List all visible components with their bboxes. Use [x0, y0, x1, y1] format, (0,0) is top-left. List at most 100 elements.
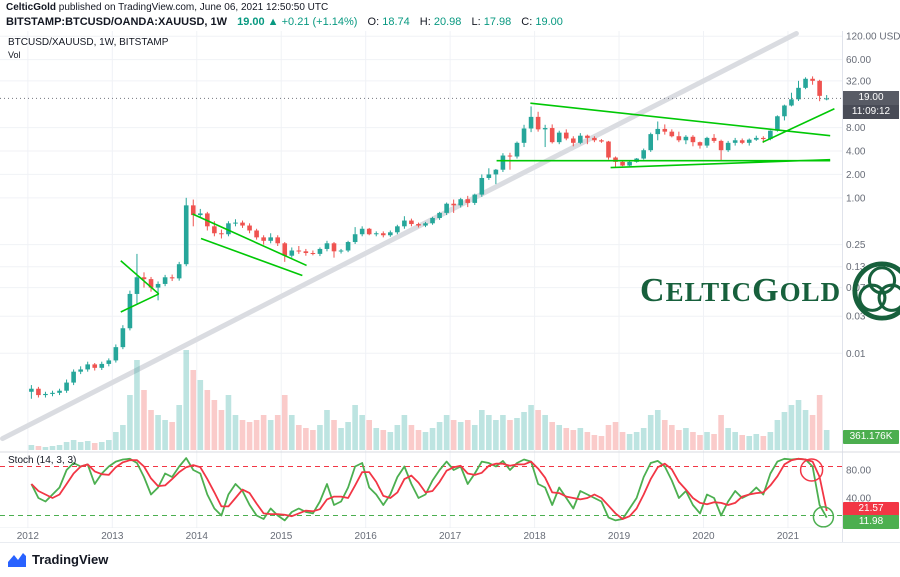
- volume-bar: [464, 420, 471, 450]
- published-text: published on TradingView.com, June 06, 2…: [56, 2, 329, 13]
- green-trendlines: [120, 102, 835, 313]
- volume-bar: [521, 412, 527, 450]
- candle-body: [162, 277, 168, 284]
- candle-body: [148, 279, 154, 288]
- candle-body: [50, 392, 55, 394]
- volume-bar: [267, 420, 274, 450]
- year-label: 2015: [270, 531, 293, 542]
- year-label: 2018: [523, 531, 546, 542]
- volume-bar: [739, 435, 746, 450]
- volume-bar: [774, 420, 781, 450]
- candle-body: [331, 243, 337, 252]
- candle-body: [190, 205, 196, 216]
- candle-body: [613, 157, 618, 162]
- candle-body: [500, 155, 506, 170]
- candle-body: [796, 87, 801, 100]
- volume-bar: [436, 422, 443, 450]
- volume-bar: [106, 440, 112, 450]
- candle-body: [120, 328, 126, 348]
- candle-body: [725, 142, 731, 151]
- volume-bar: [493, 420, 499, 450]
- celticgold-wordmark: CELTICGOLD: [640, 272, 842, 309]
- gray-trendline: [0, 31, 799, 442]
- volume-bar: [556, 425, 563, 450]
- stoch-k-badge: 11.98: [843, 515, 899, 529]
- volume-bar: [310, 430, 316, 450]
- trend-line: [120, 260, 160, 295]
- candle-body: [789, 99, 794, 106]
- candle-body: [345, 242, 351, 251]
- volume-bar: [809, 415, 816, 450]
- year-label: 2012: [17, 531, 40, 542]
- volume-bar: [577, 428, 584, 450]
- volume-bar: [260, 415, 267, 450]
- candle-body: [683, 136, 689, 141]
- volume-bar: [225, 395, 232, 450]
- candle-body: [226, 223, 231, 235]
- trend-line: [120, 293, 160, 313]
- candle-body: [599, 140, 604, 142]
- volume-bar: [380, 430, 387, 450]
- volume-bar: [429, 428, 436, 450]
- candle-body: [127, 293, 133, 329]
- volume-bar: [528, 405, 534, 450]
- candle-body: [465, 199, 471, 203]
- candle-body: [648, 134, 654, 151]
- volume-bar: [767, 432, 774, 450]
- candle-body: [395, 226, 400, 233]
- volume-legend-label: Vol: [8, 50, 21, 60]
- volume-bar: [669, 425, 675, 450]
- candle-body: [479, 177, 485, 195]
- price-tick-label: 8.00: [846, 123, 866, 134]
- volume-bar: [746, 436, 753, 450]
- candle-body: [233, 222, 238, 224]
- volume-bar: [612, 422, 619, 450]
- trend-line: [200, 237, 303, 277]
- candle-body: [197, 213, 203, 216]
- volume-bar: [63, 442, 70, 450]
- volume-bar: [640, 428, 647, 450]
- volume-bar: [162, 420, 168, 450]
- candle-body: [113, 347, 119, 361]
- volume-bar: [507, 420, 513, 450]
- volume-bar: [753, 434, 760, 450]
- tradingview-brand-label: TradingView: [32, 552, 109, 567]
- volume-bar: [169, 422, 175, 450]
- candle-body: [416, 224, 421, 226]
- candle-body: [451, 203, 456, 206]
- volume-bar: [253, 420, 260, 450]
- volume-bar: [176, 405, 182, 450]
- time-axis[interactable]: [0, 528, 842, 542]
- candle-body: [99, 363, 105, 368]
- candle-body: [606, 141, 611, 158]
- year-label: 2021: [777, 531, 800, 542]
- volume-bar: [732, 432, 738, 450]
- volume-bar: [598, 436, 605, 450]
- volume-bar: [338, 428, 344, 450]
- volume-bar: [704, 432, 710, 450]
- stoch-d-line: [30, 457, 828, 520]
- volume-bar: [415, 430, 422, 450]
- candle-body: [817, 80, 822, 96]
- tradingview-logo-icon: [8, 552, 26, 567]
- candle-body: [303, 251, 309, 254]
- candle-body: [423, 223, 428, 226]
- quote-low: L: 17.98: [471, 16, 512, 28]
- current-price-badge: 19.00 11:09:12: [843, 91, 899, 119]
- volume-bar: [408, 425, 415, 450]
- volume-bar: [288, 415, 295, 450]
- candle-body: [732, 140, 738, 143]
- candle-body: [78, 369, 83, 372]
- candle-body: [676, 136, 682, 141]
- candle-body: [535, 116, 541, 130]
- volume-bar: [120, 425, 126, 450]
- volume-bar: [570, 430, 577, 450]
- price-tick-label: 1.00: [846, 193, 866, 204]
- candle-body: [761, 137, 766, 140]
- volume-bar: [113, 432, 119, 450]
- main-pane: [0, 31, 835, 450]
- publisher-name: CelticGold: [6, 2, 57, 13]
- candle-body: [824, 98, 829, 100]
- tradingview-brand-link[interactable]: TradingView: [8, 552, 108, 567]
- candle-body: [655, 128, 661, 135]
